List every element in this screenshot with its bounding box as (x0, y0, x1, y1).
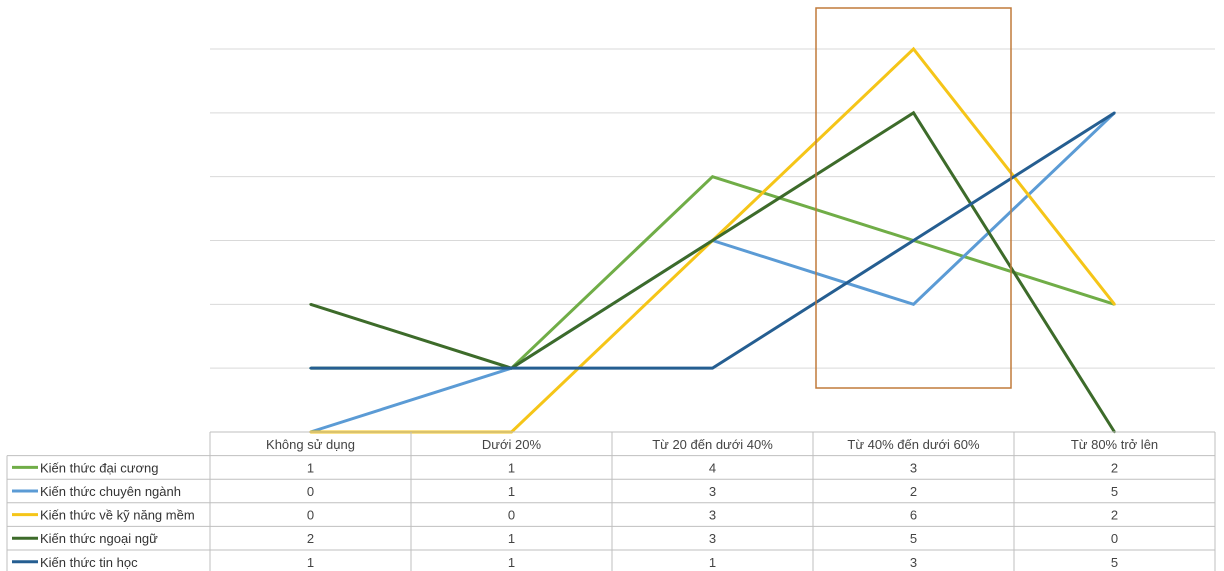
table-value: 3 (910, 460, 917, 475)
table-value: 1 (307, 555, 314, 570)
table-value: 1 (709, 555, 716, 570)
table-value: 2 (1111, 460, 1118, 475)
series-line-4 (310, 110, 1116, 433)
data-point (711, 366, 714, 370)
highlight-box (815, 7, 1012, 389)
legend-label: Kiến thức chuyên ngành (40, 484, 181, 499)
legend-label: Kiến thức ngoại ngữ (40, 531, 158, 546)
table-value: 2 (1111, 508, 1118, 523)
legend-label: Kiến thức về kỹ năng mềm (40, 508, 195, 523)
table-value: 1 (508, 484, 515, 499)
table-value: 0 (1111, 531, 1118, 546)
data-point (912, 47, 915, 51)
table-value: 6 (910, 508, 917, 523)
table-value: 2 (910, 484, 917, 499)
legend-label: Kiến thức đại cương (40, 460, 158, 475)
category-label: Từ 20 đến dưới 40% (652, 437, 773, 452)
table-value: 1 (508, 555, 515, 570)
data-point (711, 175, 714, 178)
data-point (309, 303, 312, 306)
category-label: Không sử dụng (266, 437, 355, 452)
table-value: 3 (709, 484, 716, 499)
data-point (912, 303, 915, 306)
table-value: 1 (508, 460, 515, 475)
table-value: 0 (307, 484, 314, 499)
data-point (1113, 303, 1116, 306)
table-value: 5 (1111, 484, 1118, 499)
table-value: 0 (508, 508, 515, 523)
table-value: 3 (709, 531, 716, 546)
table-value: 1 (307, 460, 314, 475)
data-point (711, 239, 714, 242)
table-value: 1 (508, 531, 515, 546)
table-value: 3 (709, 508, 716, 523)
category-label: Dưới 20% (482, 437, 542, 452)
table-value: 3 (910, 555, 917, 570)
table-value: 2 (307, 531, 314, 546)
category-label: Từ 40% đến dưới 60% (847, 437, 980, 452)
data-point (510, 366, 513, 370)
table-value: 0 (307, 508, 314, 523)
category-label: Từ 80% trở lên (1071, 437, 1158, 452)
legend-label: Kiến thức tin học (40, 555, 138, 570)
data-table: Không sử dụng Dưới 20% Từ 20 đến dưới 40% T… (6, 431, 1216, 571)
series-line-1 (310, 174, 1115, 370)
data-point (1113, 111, 1116, 115)
table-value: 4 (709, 460, 716, 475)
table-value: 5 (1111, 555, 1118, 570)
series-line-2 (310, 111, 1116, 434)
data-point (912, 239, 915, 242)
data-point (309, 366, 312, 370)
data-point (912, 111, 915, 115)
table-value: 5 (910, 531, 917, 546)
